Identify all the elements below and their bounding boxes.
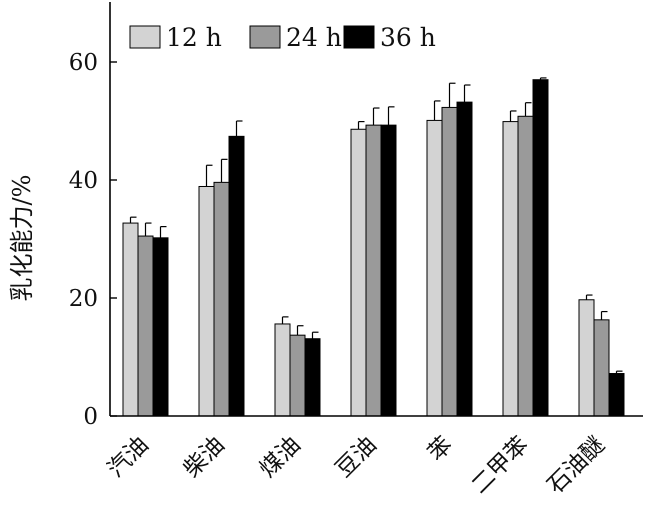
error-bar-2-series-1	[205, 164, 213, 187]
x-tick-label-2: 柴油	[179, 432, 230, 483]
error-bar-2-series-3	[235, 120, 243, 137]
legend-label-3: 36 h	[380, 23, 436, 52]
x-tick-labels: 汽油 柴油 煤油 豆油 苯二甲苯 石油醚	[103, 432, 610, 499]
axes	[109, 2, 643, 417]
bar-6-series-1	[502, 121, 519, 417]
legend-swatch-3	[343, 25, 375, 49]
legend-label-2: 24 h	[286, 23, 342, 52]
error-bar-6-series-2	[524, 102, 532, 117]
x-tick-label-6: 二甲苯	[467, 432, 534, 499]
legend-item-2: 24 h	[249, 23, 342, 52]
bar-7-series-1	[578, 299, 595, 417]
bar-3-series-3	[304, 338, 321, 417]
bar-5-series-2	[441, 106, 458, 417]
y-axis-label: 乳化能力/%	[8, 175, 36, 302]
y-ticks: 0 20 40 60	[69, 50, 117, 430]
legend: 12 h 24 h 36 h	[129, 23, 436, 52]
bar-1-series-2	[137, 235, 154, 417]
legend-label-1: 12 h	[166, 23, 222, 52]
error-bar-6-series-3	[539, 77, 547, 80]
error-bar-1-series-2	[144, 222, 152, 237]
error-bar-4-series-3	[387, 106, 395, 126]
error-bar-3-series-2	[296, 325, 304, 336]
bar-3-series-1	[274, 323, 291, 417]
bar-1-series-1	[122, 222, 139, 417]
error-bar-7-series-1	[585, 294, 593, 300]
bar-2-series-3	[228, 135, 245, 417]
legend-item-3: 36 h	[343, 23, 436, 52]
error-bar-2-series-2	[220, 158, 228, 183]
legend-swatch-1	[129, 25, 161, 49]
error-bar-7-series-2	[600, 310, 608, 320]
legend-item-1: 12 h	[129, 23, 222, 52]
y-tick-label-4: 60	[69, 50, 98, 76]
x-tick-label-5: 苯	[423, 432, 458, 467]
bar-2-series-2	[213, 181, 230, 417]
error-bar-4-series-1	[357, 120, 365, 130]
bar-4-series-3	[380, 124, 397, 417]
bar-5-series-3	[456, 101, 473, 417]
y-tick-label-2: 20	[69, 286, 98, 312]
legend-swatch-2	[249, 25, 281, 49]
bar-7-series-2	[593, 319, 610, 417]
x-tick-label-4: 豆油	[331, 432, 382, 483]
error-bar-1-series-1	[129, 216, 137, 224]
error-bar-4-series-2	[372, 107, 380, 126]
error-bar-5-series-3	[463, 84, 471, 103]
bar-5-series-1	[426, 119, 443, 417]
error-bar-7-series-3	[615, 370, 623, 374]
y-tick-label-3: 40	[69, 168, 98, 194]
bar-4-series-2	[365, 124, 382, 417]
error-bar-3-series-3	[311, 331, 319, 339]
error-bar-3-series-1	[281, 316, 289, 324]
x-tick-label-3: 煤油	[255, 432, 306, 483]
x-tick-label-7: 石油醚	[543, 432, 610, 499]
error-bar-6-series-1	[509, 110, 517, 122]
bar-7-series-3	[608, 373, 625, 417]
bar-3-series-2	[289, 334, 306, 417]
bar-1-series-3	[152, 237, 169, 417]
error-bar-1-series-3	[159, 226, 167, 238]
bar-6-series-2	[517, 115, 534, 417]
error-bar-5-series-1	[433, 100, 441, 121]
y-tick-label-1: 0	[83, 404, 98, 430]
bar-6-series-3	[532, 79, 549, 417]
bars	[122, 79, 625, 417]
x-tick-label-1: 汽油	[103, 432, 154, 483]
error-bar-5-series-2	[448, 82, 456, 108]
error-bars	[129, 77, 623, 374]
bar-4-series-1	[350, 128, 367, 417]
bar-2-series-1	[198, 185, 215, 417]
